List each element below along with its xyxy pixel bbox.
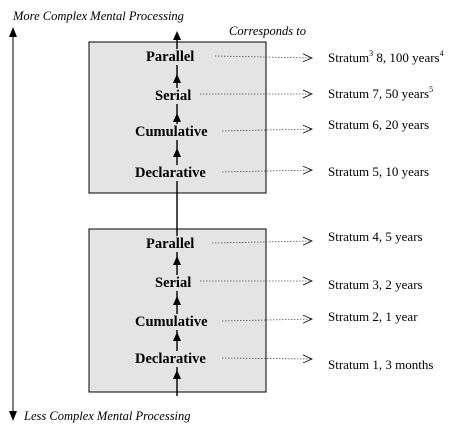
top-axis-label: More Complex Mental Processing [13, 9, 184, 23]
flow-arrow [173, 113, 181, 122]
lower-stage-cumulative: Cumulative [134, 314, 209, 330]
connector-arrow [221, 129, 312, 131]
lower-stage-serial: Serial [154, 275, 193, 291]
upper-stage-cumulative: Cumulative [134, 124, 209, 140]
upper-stage-parallel: Parallel [145, 49, 196, 65]
flow-arrow [173, 296, 181, 305]
upper-stage-serial: Serial [154, 88, 193, 104]
lower-stage-parallel: Parallel [145, 236, 196, 252]
flow-arrow [173, 31, 181, 40]
flow-arrow [173, 148, 181, 157]
flow-arrow [173, 370, 181, 379]
corresponds-label: Corresponds to [229, 24, 306, 38]
stratum-1-label: Stratum 1, 3 months [328, 357, 434, 372]
bottom-axis-label: Less Complex Mental Processing [24, 409, 191, 423]
lower-stage-declarative: Declarative [134, 351, 207, 367]
connector-arrow [214, 56, 312, 58]
axis-top-arrow [9, 27, 17, 37]
connector-arrow [221, 319, 312, 321]
stratum-7-label: Stratum 7, 50 years5 [328, 85, 434, 101]
upper-stage-declarative: Declarative [134, 165, 207, 181]
connector-arrow [221, 358, 312, 359]
connector-arrow [221, 170, 312, 172]
flow-arrow [173, 332, 181, 341]
stratum-2-label: Stratum 2, 1 year [328, 309, 418, 324]
stratum-5-label: Stratum 5, 10 years [328, 164, 430, 179]
stratum-6-label: Stratum 6, 20 years [328, 117, 430, 132]
flow-arrow [173, 256, 181, 265]
axis-bottom-arrow [9, 411, 17, 421]
stratum-8-label: Stratum3 8, 100 years4 [328, 49, 444, 65]
stratum-3-label: Stratum 3, 2 years [328, 277, 423, 292]
flow-arrow [173, 74, 181, 83]
stratum-4-label: Stratum 4, 5 years [328, 229, 423, 244]
